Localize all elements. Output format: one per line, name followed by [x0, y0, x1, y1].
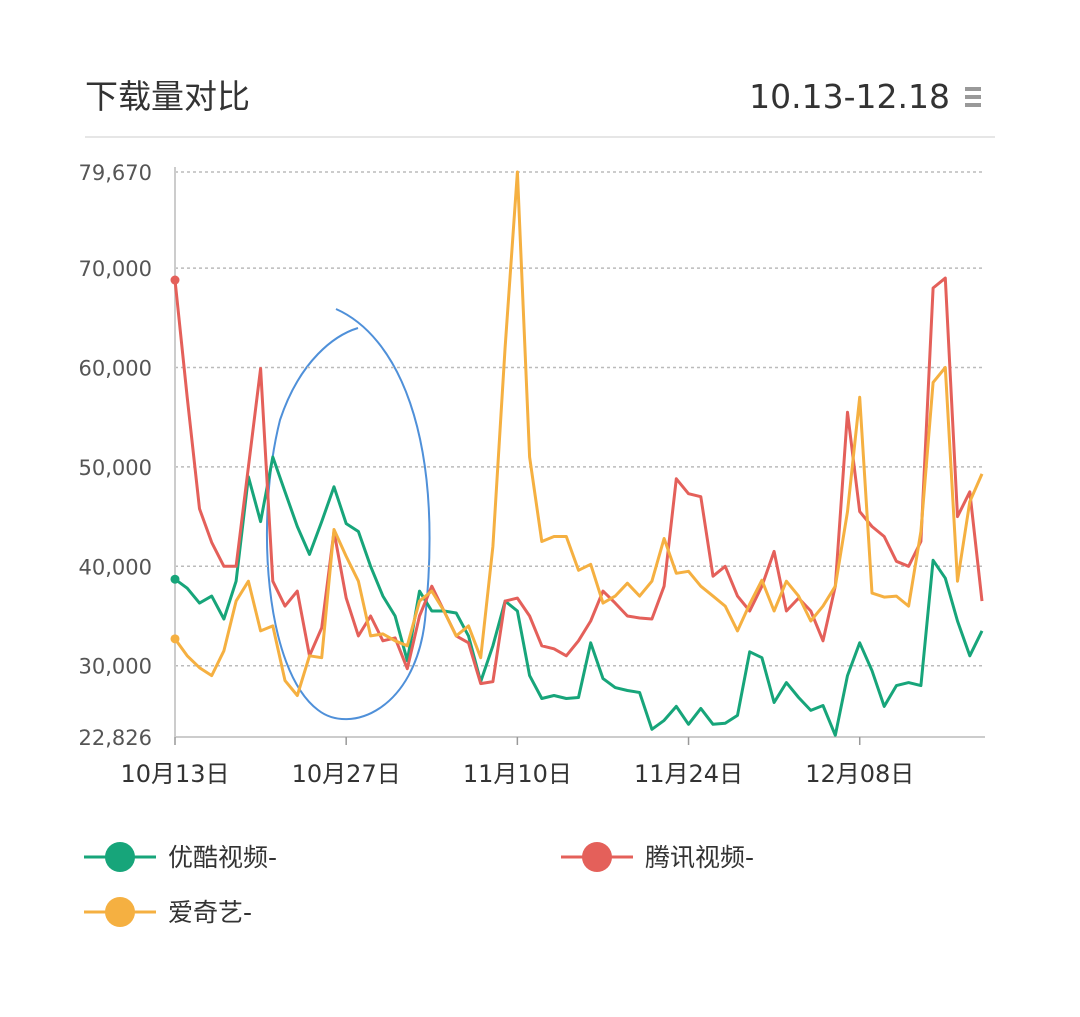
y-tick-label: 22,826 — [79, 726, 152, 750]
series-line — [173, 170, 984, 697]
legend-marker — [105, 897, 135, 927]
x-tick-label: 10月27日 — [292, 760, 401, 788]
series-line — [173, 276, 984, 686]
y-tick-label: 60,000 — [79, 357, 152, 381]
point — [170, 634, 180, 644]
date-range: 10.13-12.18 — [749, 77, 950, 116]
hand-drawn-circle — [265, 308, 431, 721]
legend-label: 优酷视频- — [168, 843, 277, 872]
x-tick-label: 12月08日 — [805, 760, 914, 788]
series-line — [174, 455, 984, 737]
point — [170, 574, 180, 584]
legend-marker — [582, 842, 612, 872]
legend-marker — [105, 842, 135, 872]
y-tick-label: 30,000 — [79, 655, 152, 679]
x-tick-label: 11月24日 — [634, 760, 743, 788]
y-tick-label: 50,000 — [79, 456, 152, 480]
menu-icon[interactable] — [965, 87, 981, 107]
y-tick-label: 40,000 — [79, 555, 152, 579]
y-tick-label: 79,670 — [79, 161, 152, 185]
legend-label: 腾讯视频- — [645, 843, 754, 872]
y-tick-label: 70,000 — [79, 257, 152, 281]
point — [170, 275, 180, 285]
x-tick-label: 11月10日 — [463, 760, 572, 788]
x-tick-label: 10月13日 — [120, 760, 229, 788]
legend-label: 爱奇艺- — [168, 898, 252, 927]
chart-title: 下载量对比 — [85, 77, 250, 116]
